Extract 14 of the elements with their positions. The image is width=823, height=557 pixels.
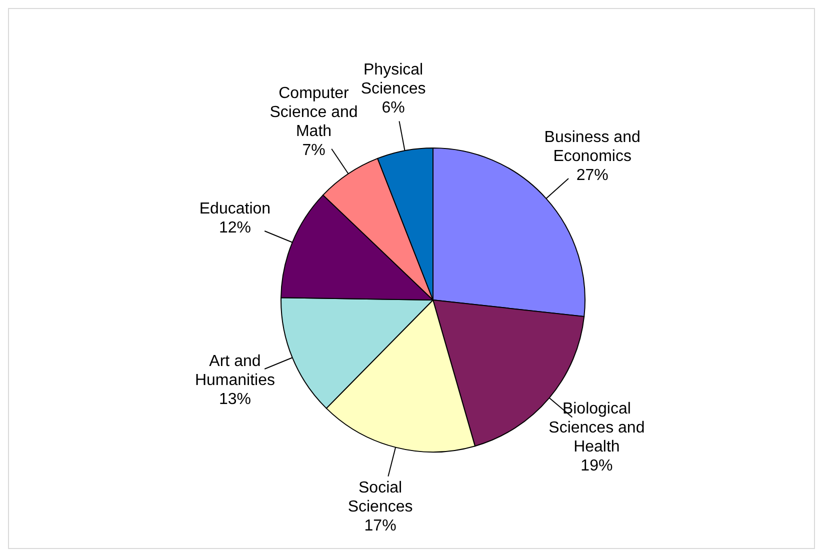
slice-label: Social Sciences [348,480,413,516]
data-label: 13% [218,391,251,408]
slice-label: Biological Sciences and Health [548,400,645,456]
slice-label: Business and Economics [544,129,640,166]
data-label: 7% [302,142,326,160]
data-label: 6% [382,100,405,117]
slice-label: Computer Science and Math [270,85,358,140]
slice-label: Physical Sciences [360,62,426,98]
slice-label: Art and Humanities [194,353,275,390]
slice-label: Education [199,200,271,218]
data-label: 12% [218,220,251,237]
data-label: 17% [364,518,396,535]
data-label: 19% [580,458,613,475]
data-label: 27% [576,167,608,184]
